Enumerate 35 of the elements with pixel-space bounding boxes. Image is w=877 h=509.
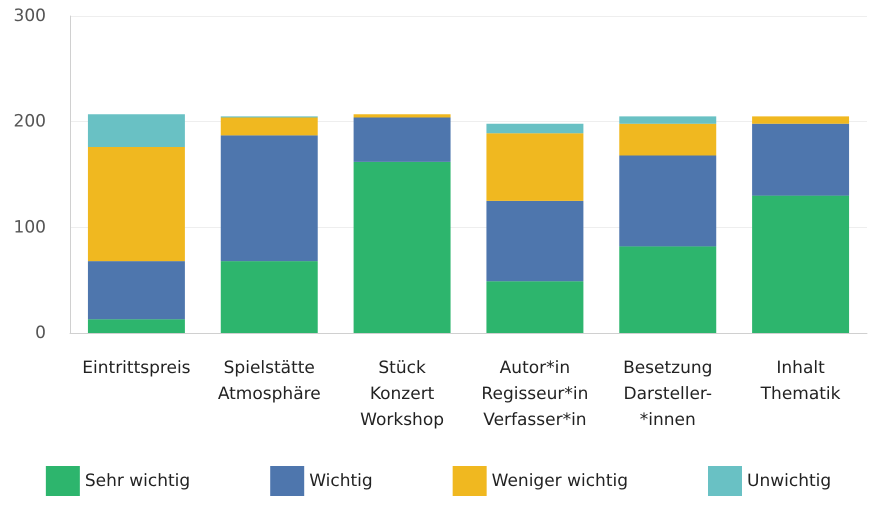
bar <box>486 133 584 201</box>
bar <box>88 261 185 320</box>
bar <box>354 162 451 333</box>
bar <box>220 117 318 136</box>
bar <box>619 155 716 246</box>
bar <box>486 124 584 134</box>
legend-label: Unwichtig <box>747 471 832 491</box>
bar <box>486 200 584 282</box>
bar <box>619 124 716 156</box>
y-tick-label: 200 <box>14 112 46 132</box>
bar <box>752 116 850 124</box>
legend-label: Sehr wichtig <box>84 471 190 491</box>
bar <box>619 246 716 333</box>
y-tick-label: 300 <box>14 6 46 26</box>
bar <box>88 319 185 333</box>
bar <box>752 124 850 196</box>
legend-label: Wichtig <box>309 471 373 491</box>
x-tick-label: Besetzung Darsteller- *innen <box>623 358 712 430</box>
y-tick-label: 0 <box>35 323 46 343</box>
x-tick-label: Autor*in Regisseur*in Verfasser*in <box>481 358 588 430</box>
x-tick-label: Stück Konzert Workshop <box>360 358 444 430</box>
legend-label: Weniger wichtig <box>492 471 628 491</box>
bar <box>220 135 318 262</box>
y-tick-label: 100 <box>14 217 46 238</box>
bar <box>88 114 185 148</box>
bar <box>354 114 451 118</box>
x-tick-label: Inhalt Thematik <box>760 358 841 404</box>
x-tick-label: Spielstätte Atmosphäre <box>218 358 321 404</box>
bar <box>354 117 451 162</box>
bar <box>88 147 185 262</box>
x-tick-label: Eintrittspreis <box>82 358 191 378</box>
bar <box>486 281 584 333</box>
bar <box>619 116 716 124</box>
bar <box>752 196 850 333</box>
bar <box>220 261 318 333</box>
